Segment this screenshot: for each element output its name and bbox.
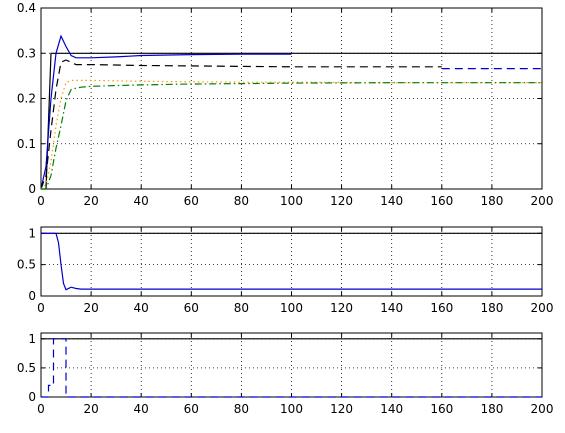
x-tick-label: 20 xyxy=(83,194,98,208)
x-tick-label: 20 xyxy=(83,301,98,315)
x-tick-label: 200 xyxy=(531,402,554,416)
y-tick-label: 0.5 xyxy=(17,258,36,272)
chart-panel-3: 0 20 40 60 80 100 120 140 160 180 200 0 0.5 1 xyxy=(17,332,554,416)
x-tick-label: 160 xyxy=(430,194,453,208)
x-tick-label: 120 xyxy=(330,194,353,208)
x-tick-label: 200 xyxy=(531,301,554,315)
x-tick-label: 140 xyxy=(380,402,403,416)
series-line-6 xyxy=(41,82,542,190)
y-tick-label: 0.2 xyxy=(17,92,36,106)
x-tick-label: 160 xyxy=(430,402,453,416)
chart-panel-1: 0 20 40 60 80 100 120 140 160 180 200 0 0.1 0.2 0.3 0.4 xyxy=(17,1,554,208)
x-tick-label: 80 xyxy=(234,402,249,416)
x-tick-label: 80 xyxy=(234,301,249,315)
x-tick-label: 60 xyxy=(184,402,199,416)
chart-panel-2: 0 20 40 60 80 100 120 140 160 180 200 0 0.5 1 xyxy=(17,226,554,315)
x-tick-label: 180 xyxy=(480,402,503,416)
y-tick-label: 1 xyxy=(28,332,36,346)
y-tick-label: 0 xyxy=(28,182,36,196)
x-tick-label: 20 xyxy=(83,402,98,416)
x-tick-label: 140 xyxy=(380,301,403,315)
plot-area xyxy=(40,226,543,297)
x-tick-label: 180 xyxy=(480,194,503,208)
x-tick-label: 180 xyxy=(480,301,503,315)
x-tick-label: 100 xyxy=(280,194,303,208)
series-line-2 xyxy=(41,232,542,291)
x-tick-label: 80 xyxy=(234,194,249,208)
plot-area xyxy=(40,7,543,190)
x-tick-label: 100 xyxy=(280,301,303,315)
x-tick-label: 0 xyxy=(37,194,45,208)
x-tick-label: 200 xyxy=(531,194,554,208)
series-line-2 xyxy=(41,338,542,398)
series-line-3 xyxy=(40,59,442,190)
y-tick-label: 0 xyxy=(28,390,36,404)
x-tick-label: 60 xyxy=(184,194,199,208)
x-tick-label: 120 xyxy=(330,402,353,416)
y-tick-label: 1 xyxy=(28,226,36,240)
x-tick-label: 60 xyxy=(184,301,199,315)
x-tick-label: 140 xyxy=(380,194,403,208)
series-line-1 xyxy=(41,52,542,190)
x-tick-label: 160 xyxy=(430,301,453,315)
x-tick-label: 100 xyxy=(280,402,303,416)
x-tick-label: 40 xyxy=(134,194,149,208)
x-tick-label: 40 xyxy=(134,301,149,315)
x-tick-label: 0 xyxy=(37,301,45,315)
x-tick-label: 40 xyxy=(134,402,149,416)
x-tick-label: 120 xyxy=(330,301,353,315)
x-tick-label: 0 xyxy=(37,402,45,416)
y-tick-label: 0.5 xyxy=(17,361,36,375)
y-tick-label: 0.3 xyxy=(17,46,36,60)
series-line-2 xyxy=(40,34,292,190)
series-line-5 xyxy=(40,79,542,190)
y-tick-label: 0 xyxy=(28,289,36,303)
y-tick-label: 0.4 xyxy=(17,1,36,15)
y-tick-label: 0.1 xyxy=(17,137,36,151)
